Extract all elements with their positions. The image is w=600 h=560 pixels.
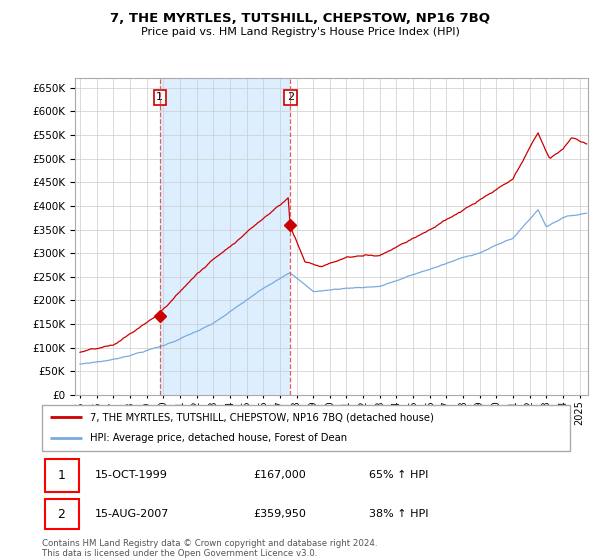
Text: HPI: Average price, detached house, Forest of Dean: HPI: Average price, detached house, Fore… bbox=[89, 433, 347, 444]
Text: 1: 1 bbox=[58, 469, 65, 482]
Text: 2: 2 bbox=[287, 92, 294, 102]
Text: £359,950: £359,950 bbox=[253, 509, 306, 519]
Text: 65% ↑ HPI: 65% ↑ HPI bbox=[370, 470, 429, 480]
Text: 7, THE MYRTLES, TUTSHILL, CHEPSTOW, NP16 7BQ (detached house): 7, THE MYRTLES, TUTSHILL, CHEPSTOW, NP16… bbox=[89, 412, 433, 422]
FancyBboxPatch shape bbox=[42, 405, 570, 451]
Text: 38% ↑ HPI: 38% ↑ HPI bbox=[370, 509, 429, 519]
Text: 7, THE MYRTLES, TUTSHILL, CHEPSTOW, NP16 7BQ: 7, THE MYRTLES, TUTSHILL, CHEPSTOW, NP16… bbox=[110, 12, 490, 25]
FancyBboxPatch shape bbox=[44, 500, 79, 529]
Text: £167,000: £167,000 bbox=[253, 470, 306, 480]
Text: Price paid vs. HM Land Registry's House Price Index (HPI): Price paid vs. HM Land Registry's House … bbox=[140, 27, 460, 37]
Text: 15-OCT-1999: 15-OCT-1999 bbox=[95, 470, 167, 480]
Text: Contains HM Land Registry data © Crown copyright and database right 2024.
This d: Contains HM Land Registry data © Crown c… bbox=[42, 539, 377, 558]
Text: 1: 1 bbox=[156, 92, 163, 102]
FancyBboxPatch shape bbox=[44, 459, 79, 492]
Bar bbox=[160, 78, 290, 395]
Text: 15-AUG-2007: 15-AUG-2007 bbox=[95, 509, 169, 519]
Text: 2: 2 bbox=[58, 507, 65, 521]
